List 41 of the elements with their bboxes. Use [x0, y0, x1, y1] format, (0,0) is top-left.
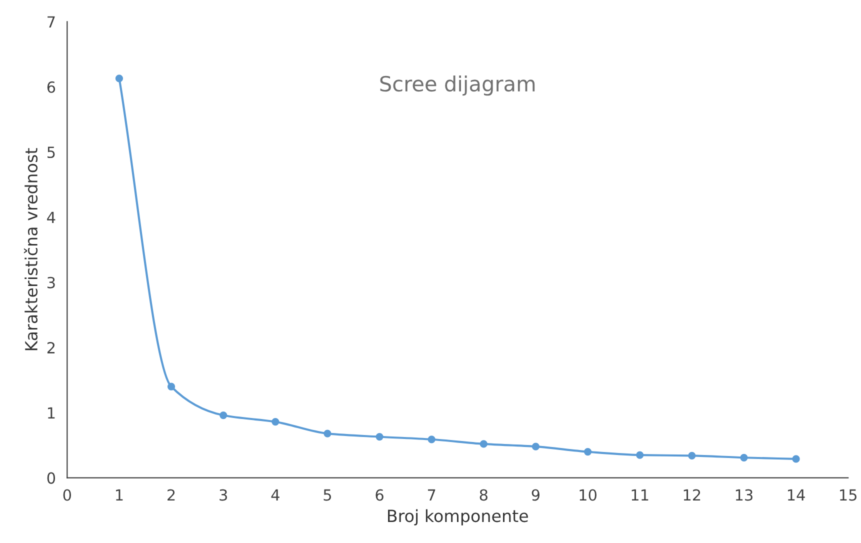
point: [532, 442, 540, 450]
y-tick-label: 1: [48, 407, 55, 418]
x-tick-label: 12: [684, 489, 700, 501]
point: [688, 452, 696, 460]
x-tick-label: 1: [116, 489, 123, 501]
point: [480, 440, 488, 448]
x-tick-label: 10: [580, 489, 596, 501]
y-tick-label: 3: [47, 276, 55, 288]
point: [115, 74, 124, 82]
point: [636, 451, 644, 459]
x-tick-label: 5: [324, 489, 331, 501]
x-tick-label: 6: [376, 489, 384, 501]
point: [324, 430, 332, 438]
x-tick-label: 9: [532, 489, 540, 501]
point: [584, 448, 592, 456]
y-tick-label: 6: [47, 81, 56, 93]
y-axis-title: Karakteristična vrednost: [24, 148, 38, 350]
x-tick-label: 0: [63, 489, 72, 501]
x-tick-label: 7: [428, 489, 436, 501]
point: [376, 432, 384, 441]
y-tick-label: 4: [47, 212, 56, 224]
x-tick-label: 2: [168, 489, 175, 501]
y-tick-label: 5: [48, 146, 55, 158]
x-tick-label: 14: [788, 489, 805, 501]
y-tick-label: 2: [47, 342, 55, 354]
x-axis-title: Broj komponente: [388, 509, 528, 526]
text: Scree dijagram: [380, 75, 535, 96]
point: [272, 418, 280, 426]
x-tick-label: 11: [632, 489, 648, 501]
x-tick-label: 15: [840, 489, 856, 501]
x-tick-label: 4: [271, 489, 280, 501]
y-tick-label: 0: [47, 472, 56, 484]
point: [740, 454, 748, 462]
x-tick-label: 8: [480, 489, 488, 501]
point: [220, 411, 228, 420]
y-tick-label: 7: [48, 16, 55, 28]
x-tick-label: 13: [736, 489, 752, 501]
point: [167, 382, 176, 390]
point: [428, 436, 436, 444]
x-tick-label: 3: [220, 489, 227, 501]
point: [792, 455, 800, 463]
